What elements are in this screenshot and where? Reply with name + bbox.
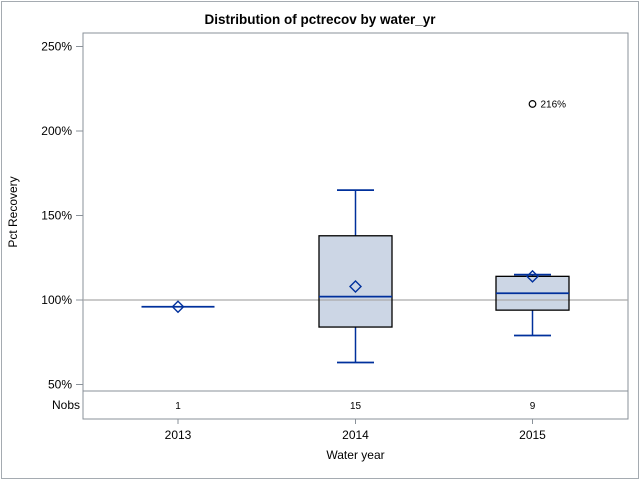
y-tick-label-150: 150% bbox=[41, 209, 72, 223]
x-axis-title: Water year bbox=[326, 448, 384, 462]
box-2014 bbox=[318, 235, 393, 328]
mean-marker-2015 bbox=[526, 269, 539, 283]
nobs-value-2013: 1 bbox=[175, 401, 181, 412]
y-tick-label-200: 200% bbox=[41, 124, 72, 138]
mean-marker-2014 bbox=[349, 279, 362, 293]
y-axis-title: Pct Recovery bbox=[6, 176, 20, 247]
nobs-row-label: Nobs bbox=[52, 398, 80, 412]
y-tick-label-100: 100% bbox=[41, 293, 72, 307]
outlier-label-2015: 216% bbox=[541, 99, 567, 110]
nobs-value-2014: 15 bbox=[350, 401, 362, 412]
mean-marker-2013 bbox=[171, 300, 185, 314]
outlier-point-2015 bbox=[528, 100, 537, 108]
y-tick-label-250: 250% bbox=[41, 40, 72, 54]
x-tick-label-2014: 2014 bbox=[342, 428, 369, 442]
x-tick-label-2015: 2015 bbox=[519, 428, 546, 442]
nobs-value-2015: 9 bbox=[530, 401, 536, 412]
x-tick-label-2013: 2013 bbox=[165, 428, 192, 442]
chart-title: Distribution of pctrecov by water_yr bbox=[204, 12, 436, 27]
y-tick-label-50: 50% bbox=[48, 378, 72, 392]
